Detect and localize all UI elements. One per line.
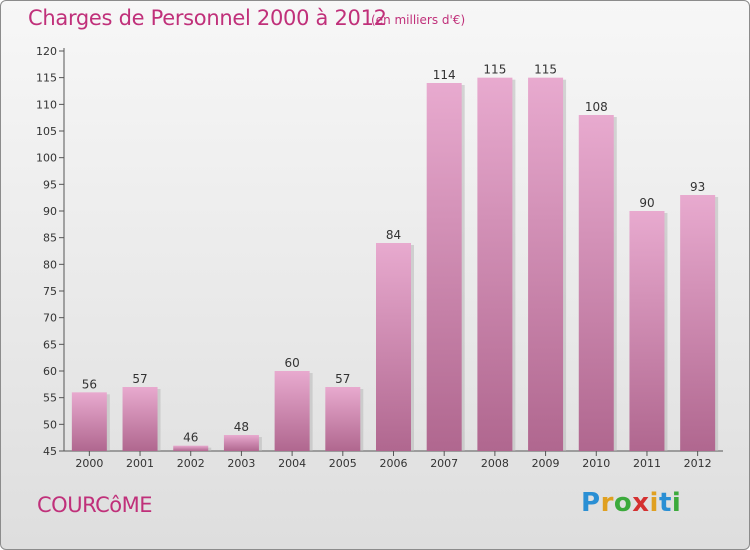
proxiti-logo[interactable]: Proxiti	[581, 488, 681, 518]
x-tick-label: 2009	[532, 457, 560, 470]
logo-letter: x	[632, 488, 650, 518]
bar	[528, 77, 564, 452]
bar	[629, 211, 665, 451]
data-label: 108	[585, 100, 608, 114]
x-tick-label: 2000	[75, 457, 103, 470]
x-tick-label: 2007	[430, 457, 458, 470]
bar	[71, 392, 107, 451]
data-label: 115	[483, 63, 506, 77]
logo-letter: o	[613, 488, 633, 518]
x-tick-label: 2001	[126, 457, 154, 470]
y-tick-label: 95	[43, 178, 57, 191]
data-label: 57	[335, 372, 350, 386]
data-label: 84	[386, 228, 401, 242]
y-tick-label: 50	[43, 418, 57, 431]
x-tick-label: 2005	[329, 457, 357, 470]
commune-name: COURCôME	[37, 493, 153, 517]
bar	[376, 243, 411, 451]
data-label: 115	[534, 63, 557, 77]
y-tick-label: 90	[43, 205, 57, 218]
bar	[173, 445, 209, 451]
bar	[122, 387, 158, 451]
bar	[223, 435, 259, 451]
x-tick-label: 2004	[278, 457, 306, 470]
x-tick-label: 2011	[633, 457, 661, 470]
data-label: 93	[690, 180, 705, 194]
chart-subtitle: (en milliers d'€)	[371, 13, 466, 27]
y-tick-label: 120	[36, 45, 57, 58]
logo-letter: P	[581, 488, 601, 518]
y-tick-label: 105	[36, 125, 57, 138]
y-tick-label: 75	[43, 285, 57, 298]
y-tick-label: 80	[43, 258, 57, 271]
logo-letter: i	[671, 488, 682, 518]
y-tick-label: 110	[36, 98, 57, 111]
chart-title: Charges de Personnel 2000 à 2012	[28, 6, 387, 30]
y-tick-label: 100	[36, 152, 57, 165]
logo-letter: r	[600, 488, 614, 518]
y-tick-label: 85	[43, 232, 57, 245]
logo-letter: t	[658, 488, 672, 518]
x-tick-label: 2010	[582, 457, 610, 470]
bar	[578, 115, 614, 451]
x-tick-label: 2006	[380, 457, 408, 470]
y-tick-label: 65	[43, 338, 57, 351]
x-tick-label: 2012	[684, 457, 712, 470]
bar	[426, 83, 462, 451]
x-tick-label: 2008	[481, 457, 509, 470]
data-label: 114	[433, 68, 456, 82]
bar	[325, 387, 361, 451]
x-tick-label: 2002	[177, 457, 205, 470]
x-tick-label: 2003	[227, 457, 255, 470]
bar	[477, 77, 513, 452]
y-tick-label: 60	[43, 365, 57, 378]
data-label: 56	[82, 377, 97, 391]
y-tick-label: 45	[43, 445, 57, 458]
data-label: 90	[639, 196, 654, 210]
bar	[680, 195, 716, 451]
data-label: 48	[234, 420, 249, 434]
data-label: 46	[183, 431, 198, 445]
bar	[274, 371, 310, 451]
logo-letter: i	[649, 488, 659, 518]
y-tick-label: 55	[43, 392, 57, 405]
y-tick-label: 70	[43, 312, 57, 325]
y-tick-label: 115	[36, 72, 57, 85]
data-label: 57	[132, 372, 147, 386]
data-label: 60	[284, 356, 299, 370]
